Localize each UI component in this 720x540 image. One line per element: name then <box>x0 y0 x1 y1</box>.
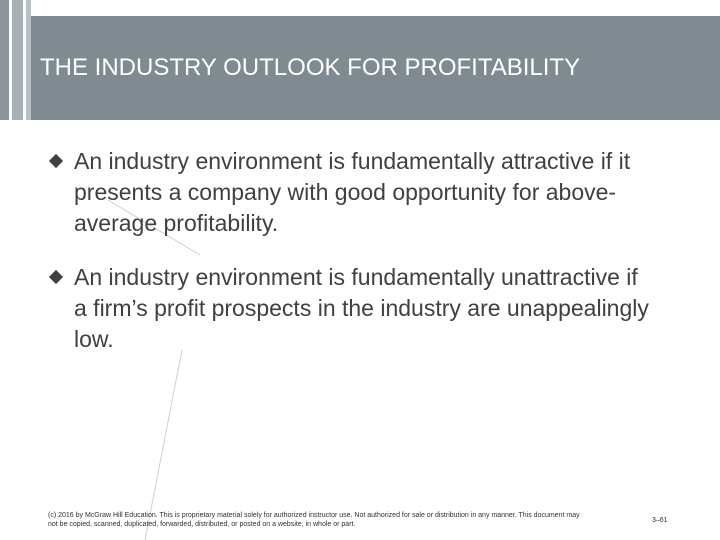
bullet-list: An industry environment is fundamentally… <box>48 146 650 378</box>
stripe-light <box>26 0 31 120</box>
diamond-bullet-icon <box>48 153 64 169</box>
bullet-item: An industry environment is fundamentally… <box>48 262 650 355</box>
title-bar: THE INDUSTRY OUTLOOK FOR PROFITABILITY <box>31 16 720 120</box>
decorative-line-diagonal <box>107 199 201 256</box>
diamond-bullet-icon <box>48 269 64 285</box>
stripe-dark <box>0 0 9 120</box>
page-number: 3–61 <box>652 517 668 524</box>
bullet-item: An industry environment is fundamentally… <box>48 146 650 239</box>
decorative-line-vertical <box>144 349 183 540</box>
left-decorative-stripes <box>0 0 40 120</box>
stripe-medium <box>12 0 23 120</box>
copyright-footer: (c) 2016 by McGraw Hill Education. This … <box>48 512 580 528</box>
slide-title: THE INDUSTRY OUTLOOK FOR PROFITABILITY <box>40 54 581 81</box>
bullet-text: An industry environment is fundamentally… <box>74 148 631 236</box>
bullet-text: An industry environment is fundamentally… <box>74 264 649 352</box>
